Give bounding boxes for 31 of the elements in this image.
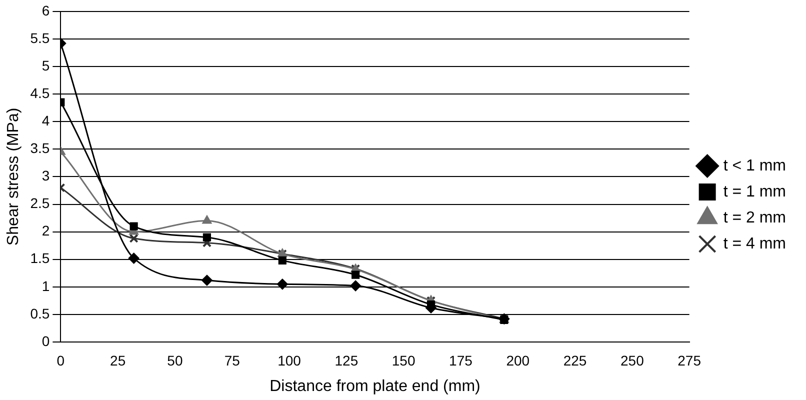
y-tick-label: 4 (42, 112, 50, 128)
x-tick-label: 50 (167, 352, 183, 368)
y-axis-title: Shear stress (MPa) (5, 108, 22, 246)
y-tick-label: 0 (42, 332, 50, 349)
y-tick-label: 2.5 (30, 195, 50, 212)
y-tick-label: 1 (42, 278, 50, 294)
y-tick-label: 3.5 (30, 140, 50, 156)
y-tick-label: 2 (42, 222, 50, 239)
x-tick-label: 150 (392, 352, 416, 368)
y-tick-label: 3 (42, 168, 50, 184)
legend-label: t < 1 mm (723, 157, 786, 174)
x-tick-label: 25 (110, 352, 126, 368)
x-tick-label: 200 (506, 352, 530, 368)
x-tick-label: 225 (563, 352, 587, 368)
x-tick-label: 100 (278, 352, 302, 368)
x-tick-label: 250 (620, 352, 644, 368)
x-tick-label: 275 (678, 352, 702, 368)
x-tick-label: 75 (224, 352, 240, 368)
y-tick-label: 5.5 (30, 30, 50, 46)
y-tick-label: 6 (42, 2, 50, 18)
y-tick-label: 1.5 (30, 250, 50, 266)
y-tick-label: 5 (42, 57, 50, 74)
legend-label: t = 4 mm (723, 235, 786, 252)
y-tick-label: 4.5 (30, 84, 50, 101)
x-axis-title: Distance from plate end (mm) (270, 378, 480, 395)
x-tick-label: 0 (56, 352, 65, 368)
x-tick-label: 175 (449, 352, 473, 368)
legend-label: t = 2 mm (723, 209, 786, 226)
x-tick-label: 125 (334, 352, 358, 368)
y-tick-label: 0.5 (30, 305, 50, 322)
legend-label: t = 1 mm (723, 183, 786, 200)
